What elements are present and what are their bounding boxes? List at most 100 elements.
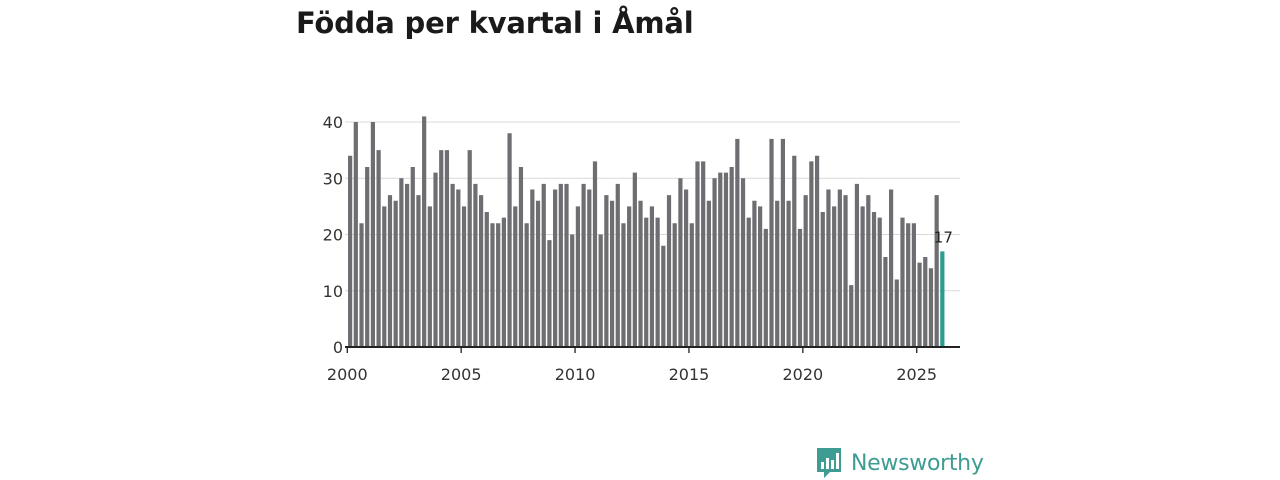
bar-2026-q1: [940, 251, 945, 348]
y-tick-label-30: 30: [323, 169, 343, 188]
bar-2013-q2: [649, 206, 655, 348]
bar-2020-q3: [814, 155, 820, 347]
y-tick-label-10: 10: [323, 282, 343, 301]
bar-2025-q2: [923, 257, 928, 347]
bar-2009-q1: [553, 189, 558, 347]
bar-2023-q2: [877, 217, 882, 348]
bar-2022-q2: [854, 183, 860, 348]
bar-2003-q1: [416, 195, 421, 348]
bar-2016-q2: [718, 172, 723, 348]
x-tick-label-2005: 2005: [441, 365, 482, 384]
bar-2001-q2: [376, 150, 381, 348]
bar-2022-q4: [866, 195, 871, 348]
axes: [345, 346, 960, 353]
bar-2007-q1: [507, 133, 512, 347]
bar-2025-q1: [917, 262, 922, 348]
newsworthy-logo: Newsworthy: [815, 446, 984, 480]
bar-2021-q3: [837, 189, 842, 347]
bar-2006-q3: [496, 223, 501, 347]
bar-2002-q2: [399, 178, 404, 347]
bar-2002-q1: [393, 200, 398, 347]
bar-2003-q2: [422, 116, 427, 347]
bar-2025-q4: [934, 195, 939, 348]
bar-2015-q1: [689, 223, 694, 347]
bar-2019-q4: [797, 228, 803, 348]
bar-2020-q4: [820, 212, 825, 347]
bar-2003-q3: [427, 206, 432, 348]
bar-2004-q2: [444, 150, 450, 348]
bar-2024-q4: [911, 223, 916, 347]
bar-2024-q2: [900, 217, 905, 348]
bar-2014-q1: [666, 195, 672, 348]
bar-2008-q3: [541, 183, 546, 348]
bar-2024-q1: [894, 279, 899, 347]
bar-chart-logo-icon: [817, 448, 841, 478]
bar-2016-q1: [712, 178, 717, 347]
bar-2000-q4: [365, 167, 370, 347]
bar-2005-q1: [461, 206, 467, 348]
bar-2021-q4: [843, 195, 848, 348]
bar-2015-q3: [701, 161, 706, 348]
x-tick-label-2000: 2000: [327, 365, 368, 384]
bar-2022-q1: [849, 285, 854, 348]
bar-2013-q3: [655, 217, 660, 348]
bar-2007-q4: [524, 223, 529, 347]
bar-2023-q4: [888, 189, 894, 347]
bar-2009-q3: [564, 183, 569, 348]
chart-title: Födda per kvartal i Åmål: [296, 6, 694, 40]
bar-2017-q1: [735, 138, 740, 348]
bar-2013-q1: [644, 217, 649, 348]
bar-2009-q2: [558, 183, 563, 348]
bar-2007-q2: [513, 206, 518, 348]
bar-2012-q1: [621, 223, 626, 347]
bar-2020-q1: [803, 195, 808, 348]
bar-2012-q3: [632, 172, 637, 348]
bar-2005-q3: [473, 183, 478, 348]
bar-2004-q4: [456, 189, 461, 347]
bar-2006-q2: [490, 223, 495, 347]
bar-2015-q2: [695, 161, 700, 348]
bar-2022-q3: [860, 206, 865, 348]
bar-2016-q3: [723, 172, 729, 348]
bar-2011-q3: [609, 200, 615, 347]
bar-2002-q4: [410, 167, 415, 347]
bar-2012-q2: [627, 206, 632, 348]
bar-2015-q4: [706, 200, 711, 347]
bar-2014-q2: [672, 223, 677, 347]
bar-2023-q1: [871, 212, 877, 347]
bar-2001-q4: [387, 195, 393, 348]
bar-2014-q3: [678, 178, 683, 347]
bar-2008-q1: [530, 189, 535, 347]
bar-2010-q3: [587, 189, 592, 347]
bar-2004-q3: [450, 183, 455, 348]
bar-2016-q4: [729, 167, 734, 347]
bar-chart: 0 10 20 30 40 17 2000 2005 2010 2015 2020 2025: [323, 113, 960, 384]
bar-2000-q2: [353, 122, 358, 347]
bar-2009-q4: [570, 234, 575, 347]
bar-2006-q4: [501, 217, 506, 348]
bar-2014-q4: [683, 189, 689, 347]
x-tick-label-2020: 2020: [782, 365, 823, 384]
y-tick-label-20: 20: [323, 226, 343, 245]
bar-2012-q4: [638, 200, 643, 347]
data-label-last: 17: [934, 228, 953, 246]
x-tick-label-2015: 2015: [669, 365, 710, 384]
bar-2017-q3: [746, 217, 751, 348]
bar-2024-q3: [906, 223, 911, 347]
bar-2002-q3: [404, 183, 410, 348]
bar-2018-q4: [775, 200, 780, 347]
bar-2000-q3: [359, 223, 364, 347]
bar-2017-q4: [752, 200, 757, 347]
bar-2011-q1: [598, 234, 603, 347]
bar-2018-q2: [763, 228, 768, 348]
bar-2019-q1: [780, 138, 786, 348]
bar-2025-q3: [928, 268, 934, 347]
bar-2010-q2: [581, 183, 586, 348]
bar-2006-q1: [484, 212, 489, 347]
brand-name: Newsworthy: [851, 450, 984, 476]
bar-2005-q2: [467, 150, 472, 348]
bar-2011-q4: [615, 183, 620, 348]
bar-2010-q1: [575, 206, 581, 348]
bar-2008-q4: [547, 240, 552, 348]
bar-2004-q1: [439, 150, 444, 348]
